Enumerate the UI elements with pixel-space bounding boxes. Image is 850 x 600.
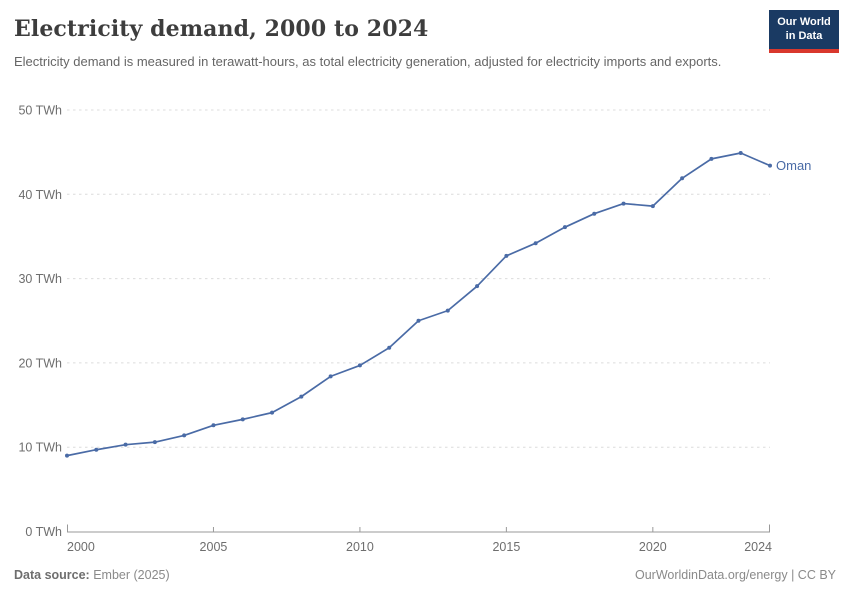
data-point-marker — [562, 225, 567, 230]
owid-logo-line1: Our World — [777, 15, 831, 28]
data-point-marker — [299, 394, 304, 399]
data-point-marker — [768, 163, 772, 168]
chart-title: Electricity demand, 2000 to 2024 — [14, 16, 429, 42]
data-point-marker — [416, 318, 421, 323]
chart-subtitle: Electricity demand is measured in terawa… — [14, 54, 722, 69]
data-point-marker — [738, 150, 743, 155]
data-point-marker — [94, 447, 99, 452]
license-credit[interactable]: OurWorldinData.org/energy | CC BY — [634, 568, 836, 582]
data-point-marker — [65, 453, 69, 458]
x-tick-label: 2000 — [67, 540, 95, 554]
y-tick-label: 30 TWh — [18, 272, 62, 286]
data-point-marker — [445, 308, 450, 313]
owid-logo[interactable]: Our World in Data — [769, 10, 839, 53]
data-point-marker — [680, 176, 685, 181]
data-point-marker — [504, 253, 509, 258]
series-line-oman[interactable] — [66, 152, 771, 457]
data-source-value: Ember (2025) — [93, 568, 170, 582]
data-point-marker — [152, 440, 157, 445]
data-point-marker — [650, 204, 655, 209]
data-point-marker — [357, 363, 362, 368]
series-label-oman[interactable]: Oman — [776, 158, 811, 173]
data-source-label: Data source: — [14, 568, 90, 582]
data-point-marker — [240, 417, 245, 422]
data-point-marker — [182, 433, 187, 438]
data-point-marker — [270, 410, 275, 415]
y-tick-label: 10 TWh — [18, 441, 62, 455]
data-point-marker — [709, 156, 714, 161]
x-tick-label: 2020 — [639, 540, 667, 554]
x-tick-label: 2024 — [744, 540, 772, 554]
y-tick-label: 50 TWh — [18, 104, 62, 118]
data-point-marker — [387, 345, 392, 350]
data-point-marker — [211, 423, 216, 428]
x-tick-label: 2015 — [492, 540, 520, 554]
x-tick-label: 2005 — [200, 540, 228, 554]
y-tick-label: 0 TWh — [25, 525, 62, 539]
x-tick-label: 2010 — [346, 540, 374, 554]
data-point-marker — [592, 211, 597, 216]
data-source-note: Data source: Ember (2025) — [14, 568, 170, 582]
data-point-marker — [475, 284, 480, 289]
data-point-marker — [621, 201, 626, 206]
chart-footer: Data source: Ember (2025) OurWorldinData… — [14, 568, 836, 582]
data-point-marker — [533, 241, 538, 246]
y-tick-label: 40 TWh — [18, 188, 62, 202]
data-point-marker — [328, 374, 333, 379]
owid-logo-line2: in Data — [785, 29, 823, 42]
data-point-marker — [123, 442, 128, 447]
y-tick-label: 20 TWh — [18, 356, 62, 370]
